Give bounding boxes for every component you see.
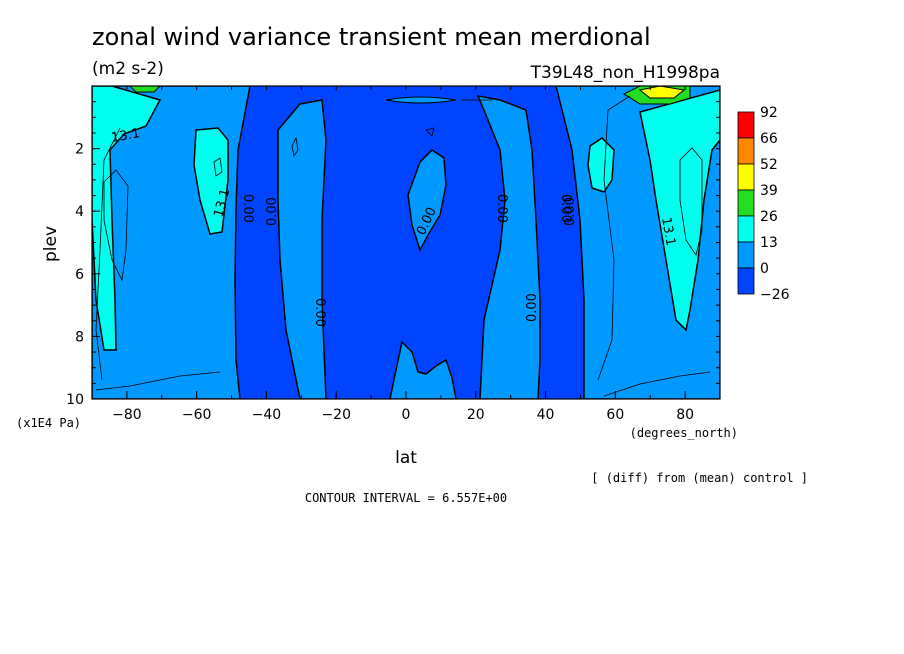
region-sh-high-2 bbox=[193, 127, 229, 235]
contour-label: 0.00 bbox=[312, 298, 327, 327]
y-tick-label: 8 bbox=[75, 329, 84, 345]
inner-contour-sh-4 bbox=[95, 371, 221, 391]
x-tick-label: −80 bbox=[112, 407, 142, 423]
y-tick-label: 10 bbox=[66, 392, 84, 408]
x-units-label: (degrees_north) bbox=[630, 426, 738, 440]
y-axis-label: plev bbox=[41, 226, 61, 262]
colorbar-swatch bbox=[737, 215, 755, 243]
contour-label: 0.00 bbox=[240, 194, 255, 223]
colorbar-swatch bbox=[737, 137, 755, 165]
contour-interval-label: CONTOUR INTERVAL = 6.557E+00 bbox=[305, 491, 507, 505]
region-nh-high-2 bbox=[639, 89, 720, 332]
contour-label: 0.00 bbox=[563, 197, 578, 226]
contour-label: 13.1 bbox=[110, 126, 141, 146]
chart-title: zonal wind variance transient mean merdi… bbox=[92, 23, 651, 51]
region-nh-positive-2 bbox=[476, 95, 541, 399]
inner-contour-nh-3 bbox=[603, 371, 711, 397]
region-eq-positive bbox=[407, 149, 447, 252]
units-label: (m2 s-2) bbox=[92, 59, 164, 79]
contour-label: 0.00 bbox=[494, 194, 509, 223]
colorbar-label: 92 bbox=[760, 105, 778, 121]
x-tick-label: 60 bbox=[606, 407, 624, 423]
colorbar-label: 52 bbox=[760, 157, 778, 173]
contour-label: 13.1 bbox=[658, 216, 678, 247]
colorbar-label: 39 bbox=[760, 183, 778, 199]
y-axis: 2 4 6 8 10 bbox=[66, 85, 720, 408]
colorbar-label: 0 bbox=[760, 261, 769, 277]
colorbar-swatch bbox=[737, 111, 755, 139]
top-contour-ellipse bbox=[385, 96, 457, 104]
diff-note: [ (diff) from (mean) control ] bbox=[591, 471, 808, 485]
region-nh-high-1 bbox=[587, 137, 615, 193]
inner-contour-sh-2 bbox=[103, 169, 129, 282]
region-sh-top-max bbox=[129, 86, 161, 93]
region-sh-high-1 bbox=[92, 86, 162, 351]
y-tick-label: 4 bbox=[75, 204, 84, 220]
x-tick-label: −60 bbox=[182, 407, 212, 423]
colorbar-swatch bbox=[737, 189, 755, 217]
region-nh-top-max-2 bbox=[638, 86, 686, 99]
inner-contour-sh bbox=[95, 127, 121, 381]
colorbar-label: 66 bbox=[760, 131, 778, 147]
x-tick-label: 40 bbox=[537, 407, 555, 423]
colorbar: 92 66 52 39 26 13 0 −26 bbox=[737, 105, 790, 303]
x-tick-label: 20 bbox=[467, 407, 485, 423]
contour-label: 13.1 bbox=[211, 187, 233, 219]
small-contour-2 bbox=[425, 127, 435, 137]
x-axis: −80 −60 −40 −20 0 20 40 60 80 bbox=[91, 86, 721, 423]
colorbar-label: 13 bbox=[760, 235, 778, 251]
x-tick-label: 0 bbox=[402, 407, 411, 423]
x-tick-label: 80 bbox=[676, 407, 694, 423]
contour-field: 13.1 13.1 13.1 0.00 0.00 0.00 0.00 0.00 … bbox=[92, 86, 720, 399]
colorbar-label: 26 bbox=[760, 209, 778, 225]
y-tick-label: 6 bbox=[75, 267, 84, 283]
colorbar-swatch bbox=[737, 267, 755, 295]
contour-label: 0.00 bbox=[558, 194, 573, 223]
colorbar-swatch bbox=[737, 163, 755, 191]
y-units-label: (x1E4 Pa) bbox=[16, 416, 81, 430]
contour-label: 0.00 bbox=[265, 197, 280, 226]
colorbar-swatch bbox=[737, 241, 755, 269]
inner-contour-nh-2 bbox=[679, 147, 703, 256]
contour-label: 0.00 bbox=[525, 293, 540, 322]
x-axis-label: lat bbox=[395, 448, 417, 468]
region-eq-bottom bbox=[389, 340, 457, 399]
inner-contour-sh-3 bbox=[213, 157, 223, 177]
region-sh-positive-2 bbox=[277, 99, 327, 399]
small-contour-1 bbox=[291, 136, 299, 158]
x-tick-label: −20 bbox=[321, 407, 351, 423]
x-tick-label: −40 bbox=[252, 407, 282, 423]
colorbar-label: −26 bbox=[760, 287, 790, 303]
run-label: T39L48_non_H1998pa bbox=[530, 63, 720, 83]
y-tick-label: 2 bbox=[75, 142, 84, 158]
inner-contour-nh bbox=[597, 95, 631, 381]
